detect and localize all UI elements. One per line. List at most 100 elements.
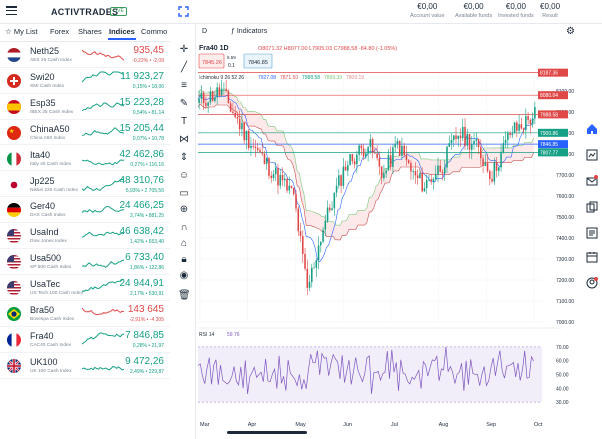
watchlist-row[interactable]: Usa500 SP 500 Cash Index 6 733,40 1,86% • 1… <box>0 249 170 275</box>
trendline-icon[interactable]: ╱ <box>180 62 188 73</box>
chart-symbol: Fra40 1D <box>199 45 229 52</box>
candle-body <box>441 171 444 174</box>
tab-shares[interactable]: Shares <box>78 27 102 36</box>
candle-body <box>335 185 338 193</box>
candle-body <box>468 134 471 150</box>
brush-icon[interactable]: ✎ <box>179 98 189 109</box>
candle-body <box>207 102 209 106</box>
instrument-description: Dow Jones Index <box>30 239 67 245</box>
indicators-button[interactable]: ƒ Indicators <box>231 28 268 35</box>
scroll-handle <box>227 431 307 434</box>
home-icon[interactable] <box>586 122 598 134</box>
watchlist-row[interactable]: ★ ChinaA50 China A50 Index 15 205,44 0,07% •… <box>0 120 170 146</box>
candle-body <box>340 175 342 186</box>
watchlist-row[interactable]: Ita40 Italy 40 Cash Index 42 462,86 0,27% •… <box>0 146 170 172</box>
candle-body <box>225 88 227 91</box>
emoji-icon[interactable]: ☺ <box>178 170 190 181</box>
copy-icon[interactable] <box>586 200 598 213</box>
menu-icon[interactable] <box>6 6 17 16</box>
pattern-icon[interactable]: ⋈ <box>179 134 189 145</box>
watchlist-row[interactable]: Ger40 DAX Cash Index 24 466,25 3,74% • 881,… <box>0 197 170 224</box>
tab-my-list[interactable]: ☆ My List <box>5 27 38 36</box>
watchlist-row[interactable]: Esp35 IBEX 35 Cash Index 15 223,28 0,54% • … <box>0 94 170 120</box>
candle-body <box>419 173 421 179</box>
sparkline <box>82 259 124 269</box>
candle-body <box>480 147 482 159</box>
flag-icon <box>7 48 21 62</box>
price-chart[interactable]: Fra40 1D O8071.32 H8077.00 L7905.03 C7988… <box>172 24 582 439</box>
candle-body <box>209 91 212 103</box>
watchlist-row[interactable]: Swi20 SMI Cash Index 11 923,27 0,15% • 18,0… <box>0 68 170 94</box>
watchlist-row[interactable]: Neth25 AEX 25 Cash Index 935,45 -0,22% • -2… <box>0 42 170 68</box>
rsi-value: 59.76 <box>227 332 240 338</box>
watchlist-row[interactable]: Bra50 Bovespa Cash Index 143 645 -2,91% • -… <box>0 301 170 327</box>
gear-icon[interactable]: ⚙ <box>566 26 575 37</box>
account-value: €0,00 Account value <box>410 2 445 19</box>
instrument-price: 6 733,40 <box>125 252 164 264</box>
crosshair-icon[interactable]: ✛ <box>179 44 189 55</box>
tab-forex[interactable]: Forex <box>50 27 70 36</box>
candle-body <box>365 153 367 157</box>
rsi-line <box>197 346 535 395</box>
horizontal-line-icon[interactable]: ≡ <box>181 80 187 91</box>
flag-icon <box>7 281 21 296</box>
news-icon[interactable] <box>586 226 598 239</box>
candle-body <box>385 170 387 174</box>
watchlist-row[interactable]: Fra40 CAC40 Cash Index 7 846,85 0,28% • 21,… <box>0 327 170 353</box>
watchlist-row[interactable]: UK100 UK 100 Cash Index 9 472,26 2,49% • 22… <box>0 353 170 379</box>
instrument-name: Jp225 <box>30 175 55 186</box>
candle-body <box>290 185 293 188</box>
instrument-name: Fra40 <box>30 330 54 341</box>
instrument-description: China A50 Index <box>30 135 66 141</box>
trash-icon[interactable]: 🗑︎ <box>178 290 191 301</box>
lock-drawing-icon[interactable]: ⌂ <box>180 238 188 249</box>
lock-icon[interactable]: 🔒︎ <box>181 254 187 265</box>
price-axis-label: 7000.00 <box>556 320 574 326</box>
instrument-description: Italy 40 Cash Index <box>30 161 72 167</box>
candle-body <box>347 165 349 171</box>
month-label: Sep <box>486 422 496 428</box>
calendar-icon[interactable] <box>586 250 598 263</box>
measure-icon[interactable]: ⇕ <box>179 152 189 163</box>
candle-body <box>401 145 403 156</box>
eye-icon[interactable]: ◉ <box>179 270 189 281</box>
flag-icon <box>7 99 21 114</box>
zoom-in-icon[interactable]: ⊕ <box>179 204 189 215</box>
month-label: Aug <box>439 422 449 428</box>
candle-body <box>265 158 268 164</box>
rsi-axis-label: 60.00 <box>556 359 569 365</box>
sparkline <box>82 365 124 371</box>
watchlist-row[interactable]: Jp225 Nikkei 225 Cash Index 48 310,76 5,93%… <box>0 172 170 198</box>
watchlist-row[interactable]: UsaTec US Tech 100 Cash Index 24 944,91 2,1… <box>0 275 170 301</box>
senkou-a-line <box>197 88 534 226</box>
text-icon[interactable]: T <box>180 116 188 127</box>
month-label: Mar <box>200 422 210 428</box>
candle-body <box>353 161 356 165</box>
candle-body <box>450 140 453 144</box>
instrument-name: UsaTec <box>30 279 61 290</box>
magnet-icon[interactable]: ∩ <box>180 222 188 233</box>
instrument-name: ChinaA50 <box>30 123 70 134</box>
flag-icon: ★ <box>7 125 21 140</box>
candle-body <box>308 281 311 288</box>
watchlist-row[interactable]: UsaInd Dow Jones Index 46 638,42 1,42% • 65… <box>0 223 170 250</box>
ruler-icon[interactable]: ▭ <box>179 188 189 199</box>
mail-icon[interactable] <box>586 174 598 186</box>
candle-body <box>421 173 423 192</box>
chart-bars-icon[interactable] <box>586 148 598 161</box>
user-icon[interactable] <box>586 276 598 289</box>
timeframe-button[interactable]: D <box>202 28 208 35</box>
candle-body <box>398 141 401 156</box>
candle-body <box>412 171 414 172</box>
candle-body <box>389 155 392 167</box>
tab-commodities[interactable]: Commo <box>141 27 168 36</box>
live-badge: LIVE <box>110 7 127 16</box>
tab-indices[interactable]: Indices <box>108 27 136 40</box>
candle-body <box>396 141 399 144</box>
candle-body <box>473 140 475 145</box>
ichimoku-value: 7927.08 <box>258 75 276 81</box>
instrument-name: Ger40 <box>30 201 56 212</box>
sparkline <box>82 279 124 293</box>
candle-body <box>482 158 484 166</box>
fullscreen-icon[interactable] <box>178 6 189 17</box>
